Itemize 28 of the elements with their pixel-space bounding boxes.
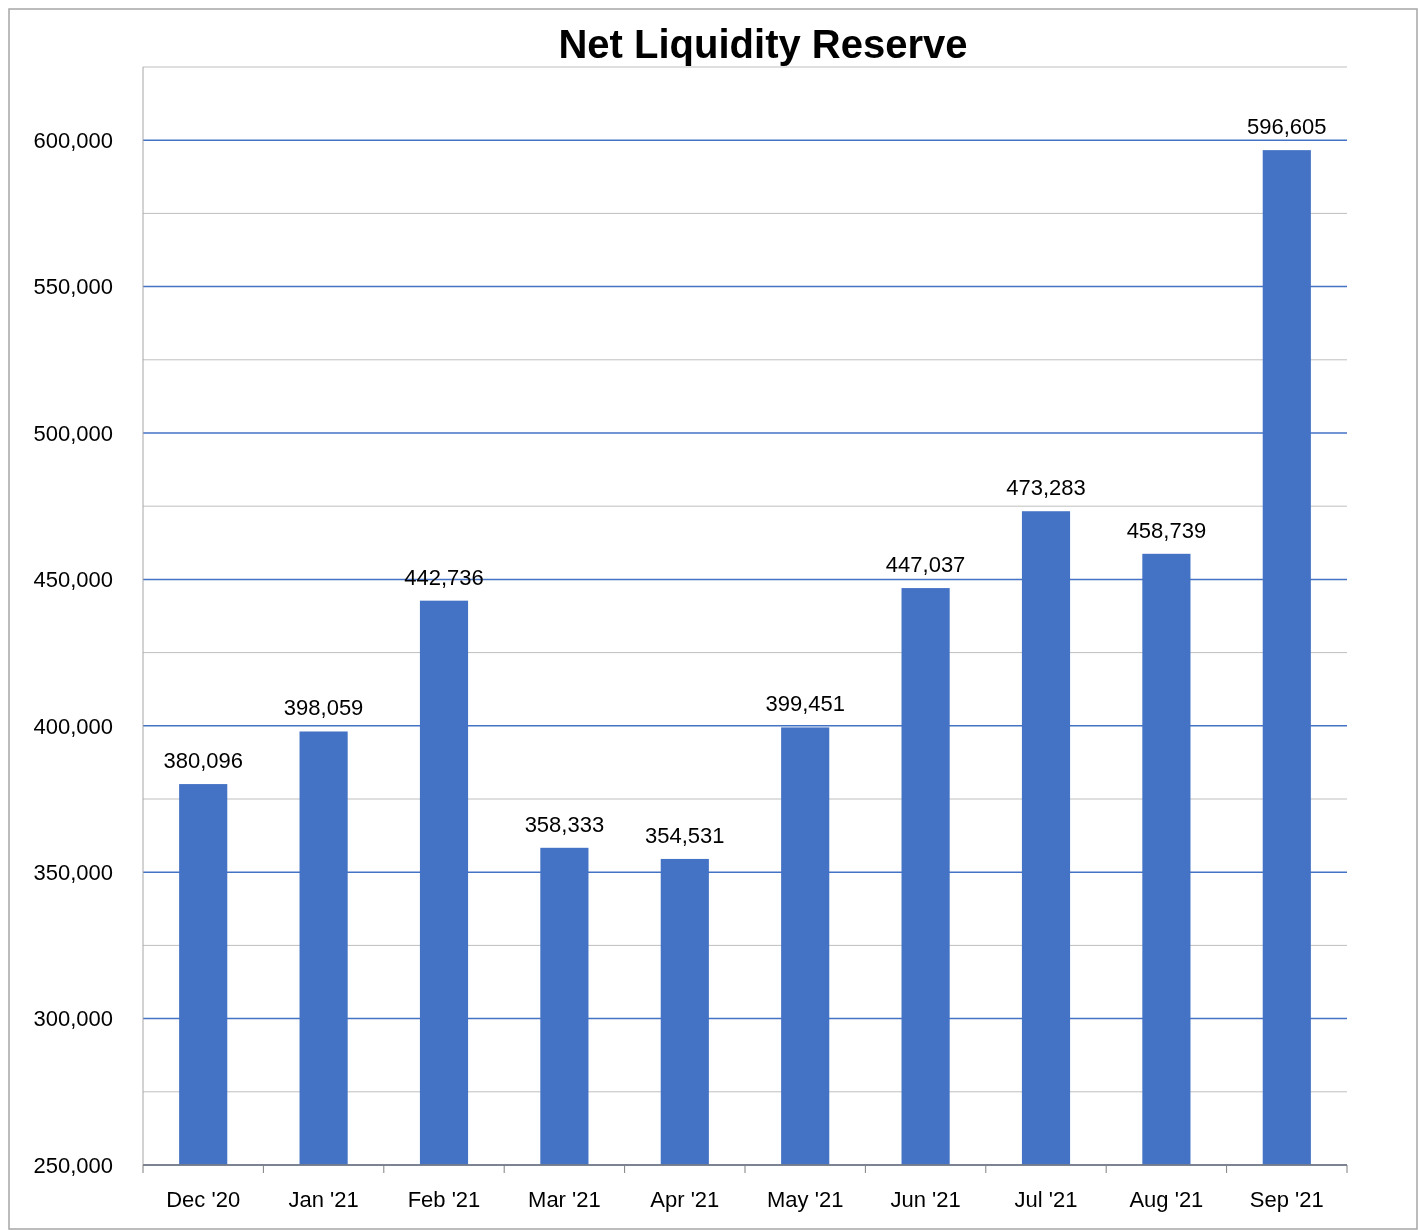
x-tick-label: Dec '20 [166,1187,241,1212]
x-tick-label: Sep '21 [1249,1187,1324,1212]
data-label: 596,605 [1247,114,1327,140]
x-tick-label: Jun '21 [890,1187,961,1212]
data-label: 399,451 [765,691,845,717]
data-label: 473,283 [1006,475,1086,501]
data-label: 398,059 [283,695,364,721]
y-tick-label: 350,000 [33,859,113,885]
x-tick-label: Feb '21 [407,1187,481,1212]
y-tick-label: 450,000 [33,567,113,593]
x-tick-label: Aug '21 [1129,1187,1204,1212]
y-tick-label: 250,000 [33,1152,113,1178]
data-label: 380,096 [163,748,243,774]
data-label: 458,739 [1126,517,1207,543]
y-tick-label: 400,000 [33,713,113,739]
x-tick-label: May '21 [767,1187,844,1212]
data-label: 358,333 [524,811,605,837]
y-tick-label: 600,000 [33,127,113,153]
y-tick-label: 500,000 [33,420,113,446]
data-label: 447,037 [885,552,966,578]
x-tick-label: Jan '21 [288,1187,359,1212]
x-tick-label: Jul '21 [1014,1187,1078,1212]
y-tick-label: 550,000 [33,274,113,300]
data-label: 354,531 [645,822,725,848]
x-tick-label: Apr '21 [650,1187,720,1212]
chart-title: Net Liquidity Reserve [558,22,968,66]
y-tick-label: 300,000 [33,1006,113,1032]
x-tick-label: Mar '21 [528,1187,601,1212]
